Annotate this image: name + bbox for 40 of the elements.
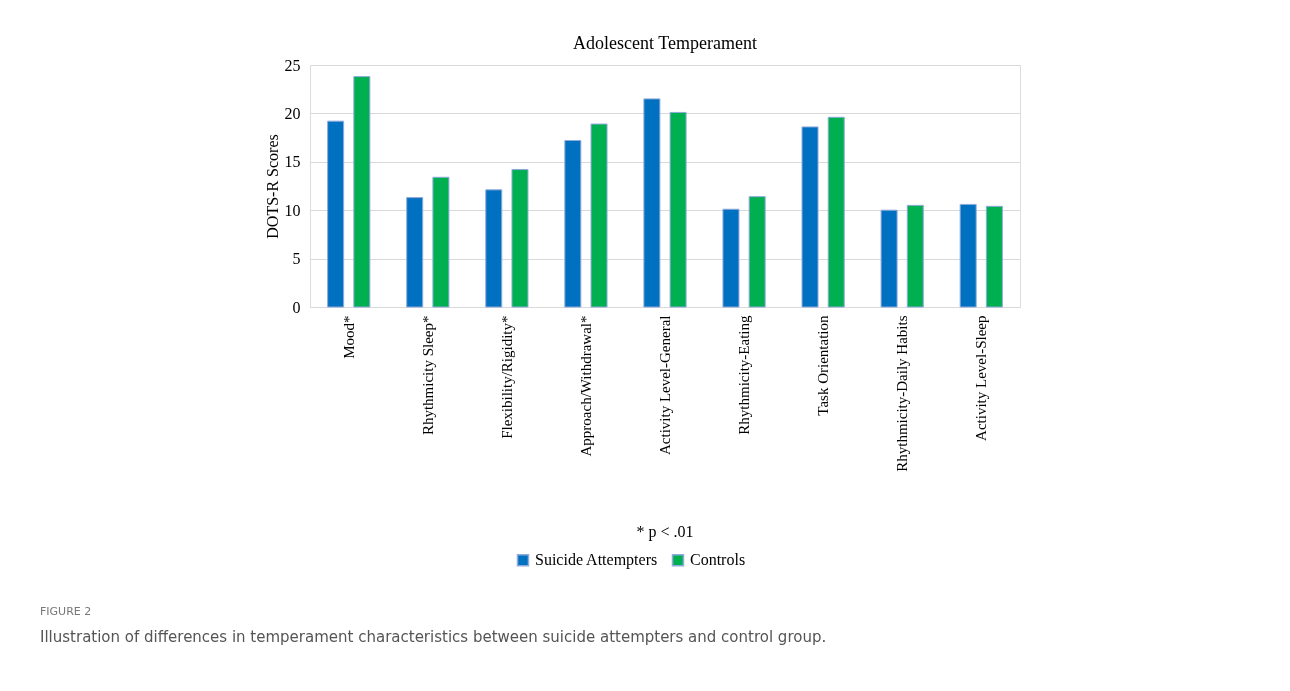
bar: [511, 169, 529, 308]
bar: [327, 120, 345, 308]
bar: [985, 205, 1003, 308]
bar: [959, 203, 977, 308]
legend-label: Controls: [690, 551, 746, 569]
bar: [748, 196, 766, 308]
bar: [590, 123, 608, 308]
bar: [643, 98, 661, 308]
x-tick-label: Rhythmicity-Daily Habits: [894, 315, 911, 472]
bar: [564, 140, 582, 308]
bar: [801, 126, 819, 308]
text: * p < .01: [636, 523, 694, 541]
x-tick-label: Rhythmicity Sleep*: [419, 315, 436, 436]
y-tick-label: 0: [292, 298, 301, 316]
x-tick-label: Task Orientation: [815, 315, 832, 416]
y-tick-label: 20: [284, 104, 301, 122]
y-tick-label: 15: [284, 153, 301, 171]
y-tick-label: 25: [284, 56, 301, 74]
bar: [906, 204, 924, 308]
x-tick-label: Activity Level-General: [657, 315, 673, 456]
legend-label: Suicide Attempters: [535, 551, 658, 570]
x-tick-label: Mood*: [340, 315, 357, 359]
x-tick-label: Activity Level-Sleep: [973, 315, 990, 441]
bar: [827, 116, 845, 308]
y-tick-label: 5: [292, 250, 301, 268]
bar: [485, 189, 503, 308]
bar: [406, 197, 424, 308]
bar: [722, 208, 740, 308]
x-tick-label: Approach/Withdrawal*: [577, 315, 594, 457]
text: Illustration of differences in temperament characteristics between suicide attempters and control group.: [40, 628, 827, 646]
chart-title: Adolescent Temperament: [573, 33, 757, 53]
y-tick-label: 10: [284, 201, 301, 219]
bar: [353, 76, 371, 308]
x-tick-label: Flexibility/Rigidity*: [498, 315, 515, 439]
y-axis-title: DOTS-R Scores: [263, 134, 281, 239]
bar: [669, 111, 687, 308]
caption: FIGURE 2: [40, 605, 92, 618]
x-tick-label: Rhythmicity-Eating: [736, 315, 753, 435]
bar: [880, 209, 898, 308]
bar: [432, 176, 450, 308]
